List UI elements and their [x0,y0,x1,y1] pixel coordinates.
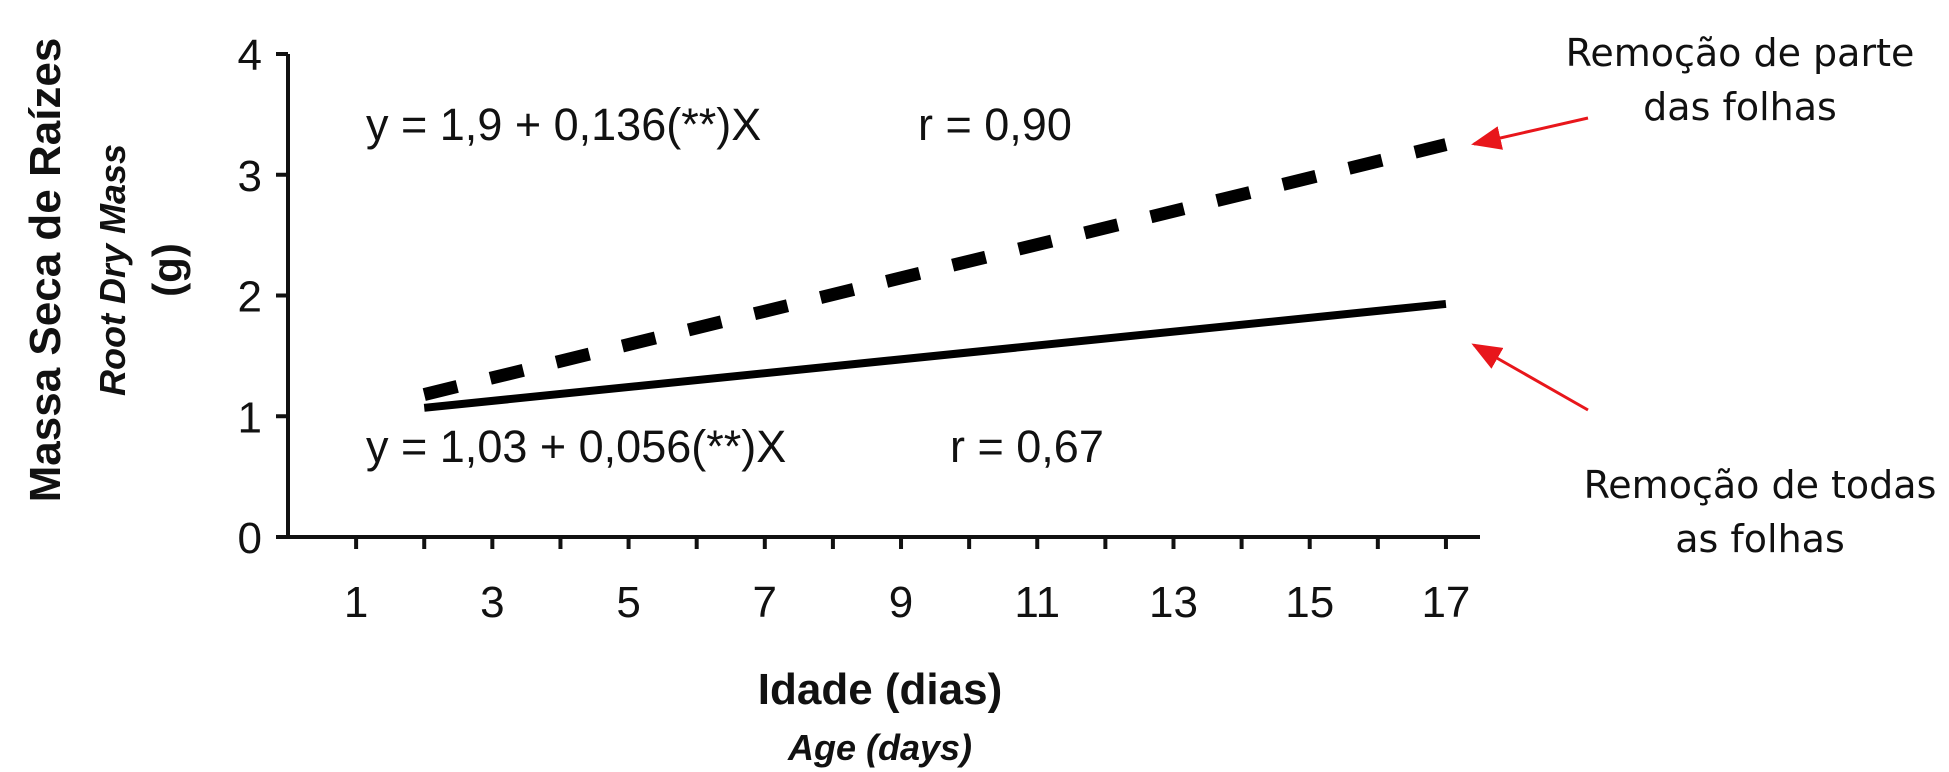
y-tick-label: 0 [238,514,262,563]
annotation-total-removal-line2: as folhas [1675,517,1845,561]
y-axis-title: Massa Seca de Raízes [21,38,70,503]
x-ticks: 1 3 5 7 9 11 13 15 17 [344,537,1470,627]
x-tick-label: 9 [889,578,913,627]
x-tick-label: 5 [616,578,640,627]
arrow-total-removal [1471,343,1589,412]
r-value-partial-removal: r = 0,90 [918,99,1072,150]
x-tick-label: 11 [1014,578,1060,627]
x-axis-title: Idade (dias) [758,665,1003,714]
y-axis-subtitle: Root Dry Mass [92,144,133,396]
equation-partial-removal: y = 1,9 + 0,136(**)X [366,99,761,150]
r-value-total-removal: r = 0,67 [950,421,1104,472]
y-tick-label: 1 [238,393,262,442]
annotation-partial-removal-line1: Remoção de parte [1566,31,1915,75]
arrow-partial-removal [1471,116,1589,150]
x-tick-label: 3 [480,578,504,627]
y-tick-label: 2 [238,273,262,322]
series-line-total-removal [423,299,1447,412]
x-tick-label: 15 [1285,578,1334,627]
x-tick-label: 13 [1149,578,1198,627]
annotation-total-removal-line1: Remoção de todas [1584,463,1937,507]
x-tick-label: 1 [344,578,368,627]
x-tick-label: 17 [1421,578,1470,627]
y-axis-unit: (g) [144,243,191,297]
x-tick-label: 7 [753,578,777,627]
x-axis-subtitle: Age (days) [787,727,972,768]
equation-total-removal: y = 1,03 + 0,056(**)X [366,421,786,472]
y-tick-label: 3 [238,152,262,201]
annotation-partial-removal-line2: das folhas [1643,85,1837,129]
y-tick-label: 4 [238,31,262,80]
y-ticks: 0 1 2 3 4 [238,31,288,563]
